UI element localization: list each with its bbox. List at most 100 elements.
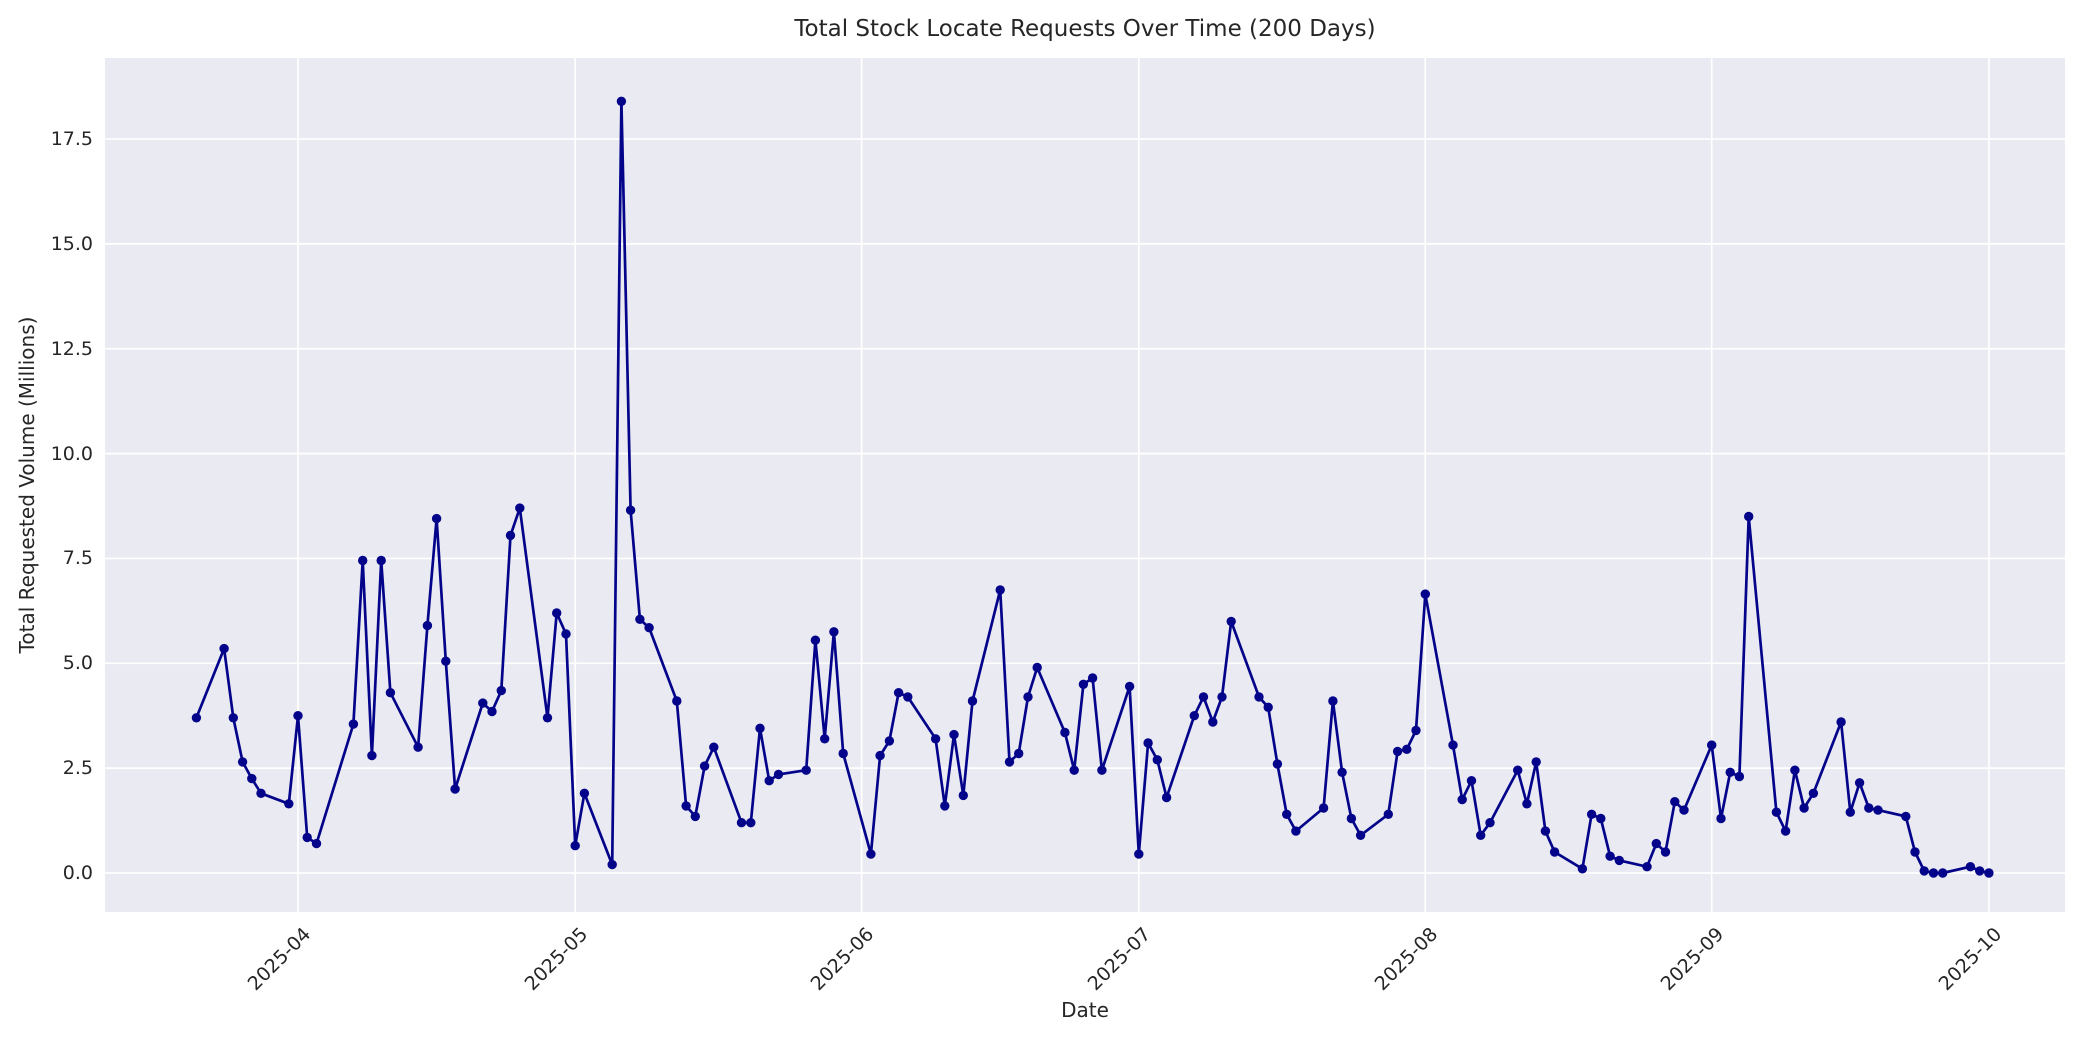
y-tick-label: 2.5 bbox=[62, 757, 93, 780]
data-point bbox=[1586, 809, 1597, 819]
data-point bbox=[866, 849, 876, 859]
data-point bbox=[1642, 862, 1652, 872]
data-point bbox=[1355, 830, 1366, 840]
data-point bbox=[1938, 868, 1948, 878]
data-point bbox=[875, 750, 885, 761]
data-point bbox=[625, 505, 636, 515]
y-tick-label: 10.0 bbox=[50, 442, 93, 465]
data-point bbox=[1660, 847, 1671, 857]
data-point bbox=[1901, 811, 1911, 822]
data-points bbox=[191, 96, 1994, 878]
data-point bbox=[1143, 738, 1153, 748]
data-point bbox=[579, 788, 590, 798]
data-point bbox=[1808, 788, 1819, 798]
data-point bbox=[1707, 740, 1717, 750]
data-point bbox=[367, 750, 377, 761]
data-point bbox=[1087, 673, 1098, 683]
data-point bbox=[1466, 776, 1477, 786]
data-point bbox=[764, 776, 774, 786]
data-point bbox=[478, 698, 488, 708]
data-point bbox=[903, 692, 913, 702]
data-point bbox=[450, 784, 460, 794]
data-point bbox=[1965, 862, 1976, 872]
data-point bbox=[1549, 847, 1560, 857]
data-point bbox=[1014, 748, 1024, 759]
data-point bbox=[884, 736, 895, 746]
data-point bbox=[1032, 662, 1042, 673]
data-point bbox=[422, 620, 433, 631]
data-point bbox=[1060, 727, 1070, 738]
data-point bbox=[1790, 765, 1800, 775]
data-point bbox=[496, 685, 506, 696]
data-point bbox=[1272, 759, 1283, 769]
data-point bbox=[1124, 681, 1135, 692]
data-point bbox=[1928, 868, 1939, 878]
data-point bbox=[1577, 864, 1588, 874]
data-point bbox=[1540, 826, 1551, 836]
data-point bbox=[1318, 803, 1329, 813]
data-point bbox=[1836, 717, 1846, 727]
data-point bbox=[413, 742, 423, 752]
data-point bbox=[1522, 799, 1532, 809]
data-point bbox=[1734, 771, 1745, 782]
data-point bbox=[930, 734, 941, 744]
data-point bbox=[1513, 765, 1523, 775]
data-point bbox=[1337, 767, 1347, 777]
data-point bbox=[311, 838, 322, 849]
data-point bbox=[1189, 711, 1200, 721]
data-point bbox=[1263, 702, 1273, 712]
data-point bbox=[1346, 813, 1357, 824]
data-point bbox=[1531, 757, 1541, 767]
data-point bbox=[219, 643, 229, 654]
data-point bbox=[431, 513, 442, 524]
data-point bbox=[1614, 855, 1625, 866]
data-point bbox=[1004, 757, 1015, 767]
data-point bbox=[736, 818, 747, 828]
data-point bbox=[1596, 813, 1606, 824]
y-tick-label: 17.5 bbox=[50, 128, 93, 151]
data-point bbox=[1780, 826, 1791, 836]
y-tick-label: 5.0 bbox=[62, 652, 93, 675]
data-point bbox=[1069, 765, 1079, 775]
data-point bbox=[542, 713, 553, 723]
data-point bbox=[699, 761, 710, 771]
data-point bbox=[228, 713, 238, 723]
data-point bbox=[755, 723, 765, 733]
data-point bbox=[1457, 794, 1467, 805]
data-point bbox=[385, 688, 396, 698]
data-point bbox=[746, 818, 756, 828]
data-point bbox=[1392, 746, 1403, 757]
data-point bbox=[810, 635, 821, 645]
data-point bbox=[1097, 765, 1107, 775]
data-point bbox=[1873, 805, 1883, 815]
data-point bbox=[1291, 826, 1301, 836]
data-point bbox=[515, 503, 525, 513]
data-point bbox=[1328, 696, 1338, 706]
data-point bbox=[1254, 692, 1264, 702]
data-point bbox=[256, 788, 266, 798]
data-point bbox=[801, 765, 811, 775]
chart-title: Total Stock Locate Requests Over Time (2… bbox=[794, 16, 1376, 42]
data-point bbox=[441, 656, 451, 666]
data-point bbox=[1152, 755, 1163, 765]
data-point bbox=[893, 688, 904, 698]
data-point bbox=[293, 711, 303, 721]
y-tick-label: 15.0 bbox=[50, 232, 93, 255]
data-point bbox=[376, 555, 386, 566]
data-point bbox=[1217, 692, 1227, 702]
data-point bbox=[302, 832, 312, 843]
data-point bbox=[1771, 807, 1782, 817]
data-point bbox=[616, 96, 627, 107]
data-point bbox=[1023, 692, 1033, 702]
data-point bbox=[1402, 744, 1412, 754]
y-tick-label: 0.0 bbox=[62, 862, 93, 884]
data-point bbox=[820, 734, 830, 744]
data-point bbox=[1919, 866, 1929, 876]
data-point bbox=[995, 585, 1005, 595]
data-point bbox=[967, 696, 978, 706]
data-point bbox=[607, 859, 617, 870]
data-point bbox=[829, 627, 839, 637]
data-point bbox=[487, 706, 497, 717]
data-point bbox=[1651, 838, 1662, 849]
